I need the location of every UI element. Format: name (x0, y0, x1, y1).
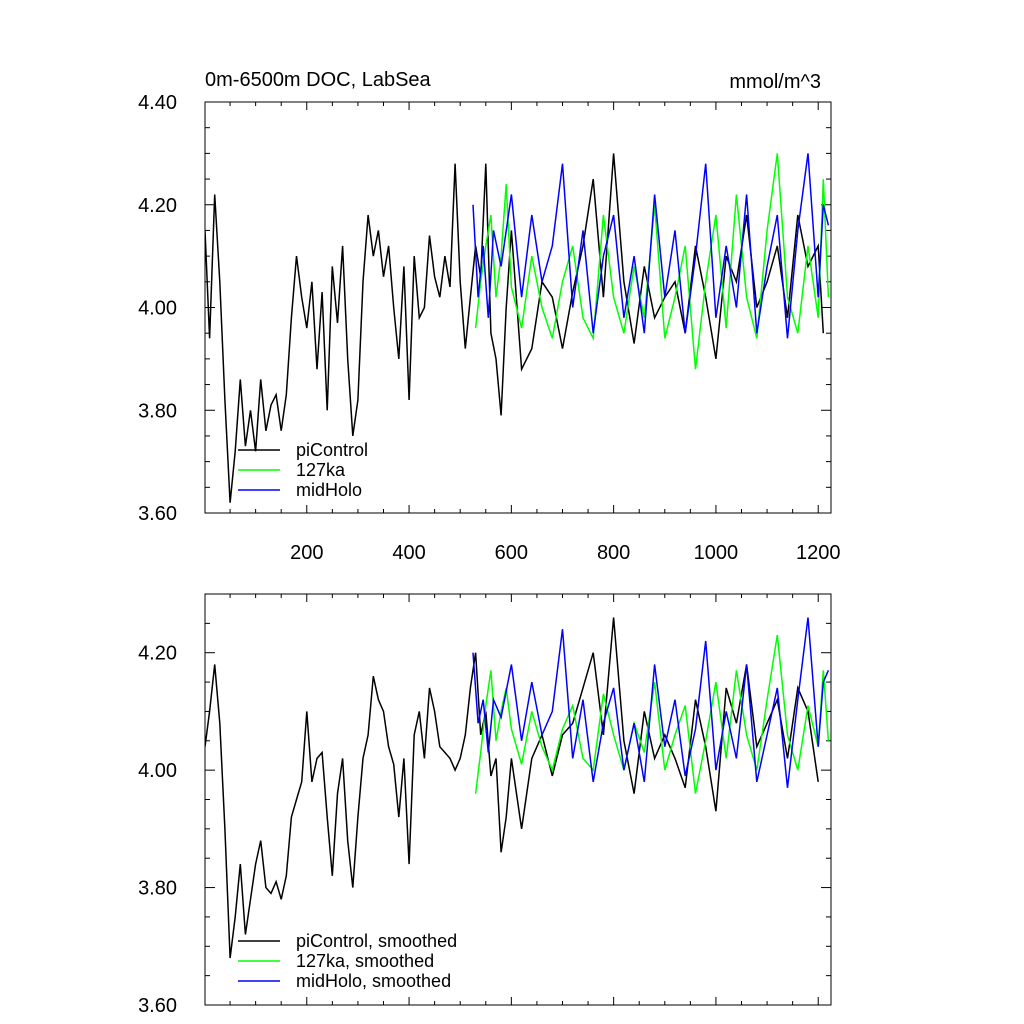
x-tick-label: 400 (392, 542, 425, 564)
top-panel: 200 400 600 800 1000 1200 3.60 3.80 4.00 4.20 4.40… (138, 69, 840, 564)
legend-label: piControl, smoothed (296, 931, 457, 951)
series-line-midholo (472, 153, 830, 339)
series-line-127ka (474, 153, 830, 370)
x-tick-label: 200 (290, 542, 323, 564)
y-tick-label: 4.00 (138, 298, 177, 320)
series-line-picontrol (205, 153, 825, 503)
y-tick-label: 3.80 (138, 878, 177, 900)
y-tick-label: 3.60 (138, 995, 177, 1017)
legend-label: 127ka, smoothed (296, 951, 434, 971)
x-tick-label: 1000 (694, 542, 739, 564)
bottom-panel: 3.60 3.80 4.00 4.20 piControl, smoothed127ka… (138, 593, 832, 1017)
units-label: mmol/m^3 (729, 71, 821, 93)
legend-label: piControl (296, 440, 368, 460)
y-tick-label: 4.20 (138, 195, 177, 217)
y-tick-label: 4.00 (138, 760, 177, 782)
y-tick-label: 3.60 (138, 503, 177, 525)
y-tick-label: 4.40 (138, 92, 177, 114)
x-tick-label: 600 (495, 542, 528, 564)
legend-label: midHolo, smoothed (296, 971, 451, 991)
x-tick-label: 800 (597, 542, 630, 564)
y-tick-label: 3.80 (138, 400, 177, 422)
legend-label: midHolo (296, 480, 362, 500)
x-tick-label: 1200 (796, 542, 841, 564)
legend-label: 127ka (296, 460, 346, 480)
series-line-127ka-smoothed (474, 634, 830, 794)
chart-title: 0m-6500m DOC, LabSea (205, 69, 432, 91)
series-line-midholo-smoothed (472, 617, 830, 788)
series-line-picontrol-smoothed (205, 617, 819, 959)
y-tick-label: 4.20 (138, 643, 177, 665)
